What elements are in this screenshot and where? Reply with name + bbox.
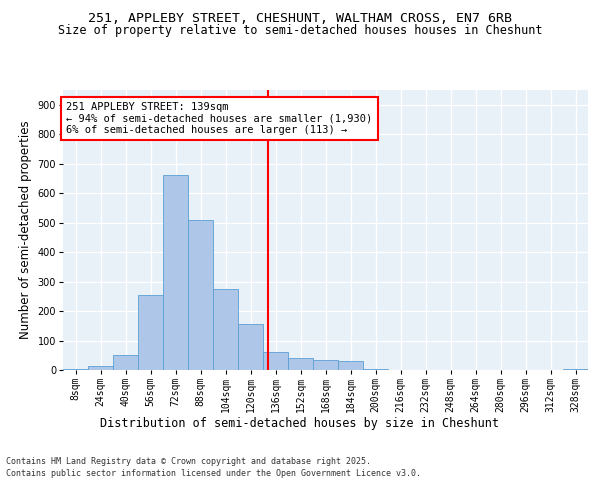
Bar [288,358,313,370]
Bar [363,368,388,370]
Bar [238,324,263,370]
Text: 251 APPLEBY STREET: 139sqm
← 94% of semi-detached houses are smaller (1,930)
6% : 251 APPLEBY STREET: 139sqm ← 94% of semi… [66,102,373,135]
Bar [188,220,213,370]
Bar [563,368,588,370]
Bar [138,295,163,370]
Bar [113,356,138,370]
Bar [213,289,238,370]
Bar [88,366,113,370]
Text: Distribution of semi-detached houses by size in Cheshunt: Distribution of semi-detached houses by … [101,418,499,430]
Text: 251, APPLEBY STREET, CHESHUNT, WALTHAM CROSS, EN7 6RB: 251, APPLEBY STREET, CHESHUNT, WALTHAM C… [88,12,512,26]
Bar [63,368,88,370]
Y-axis label: Number of semi-detached properties: Number of semi-detached properties [19,120,32,340]
Text: Size of property relative to semi-detached houses houses in Cheshunt: Size of property relative to semi-detach… [58,24,542,37]
Bar [338,361,363,370]
Text: Contains HM Land Registry data © Crown copyright and database right 2025.: Contains HM Land Registry data © Crown c… [6,458,371,466]
Bar [263,352,288,370]
Text: Contains public sector information licensed under the Open Government Licence v3: Contains public sector information licen… [6,469,421,478]
Bar [313,360,338,370]
Bar [163,176,188,370]
